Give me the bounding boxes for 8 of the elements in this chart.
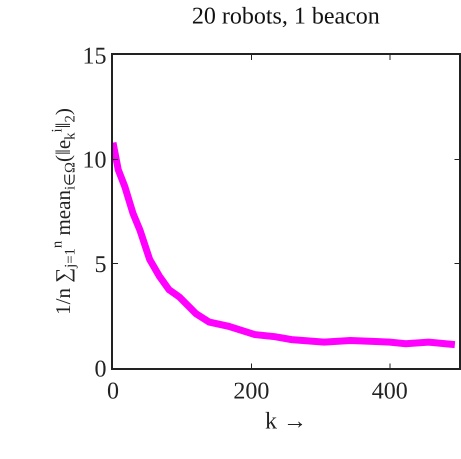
y-tick-label: 15 — [82, 43, 106, 70]
y-tick-label: 5 — [94, 252, 106, 278]
chart-title: 20 robots, 1 beacon — [192, 4, 380, 30]
x-tick-label: 400 — [372, 378, 408, 405]
x-tick-label: 200 — [233, 378, 270, 405]
y-tick-label: 10 — [82, 148, 106, 174]
y-tick-label: 0 — [94, 356, 106, 382]
x-axis-title: k → — [265, 408, 307, 434]
